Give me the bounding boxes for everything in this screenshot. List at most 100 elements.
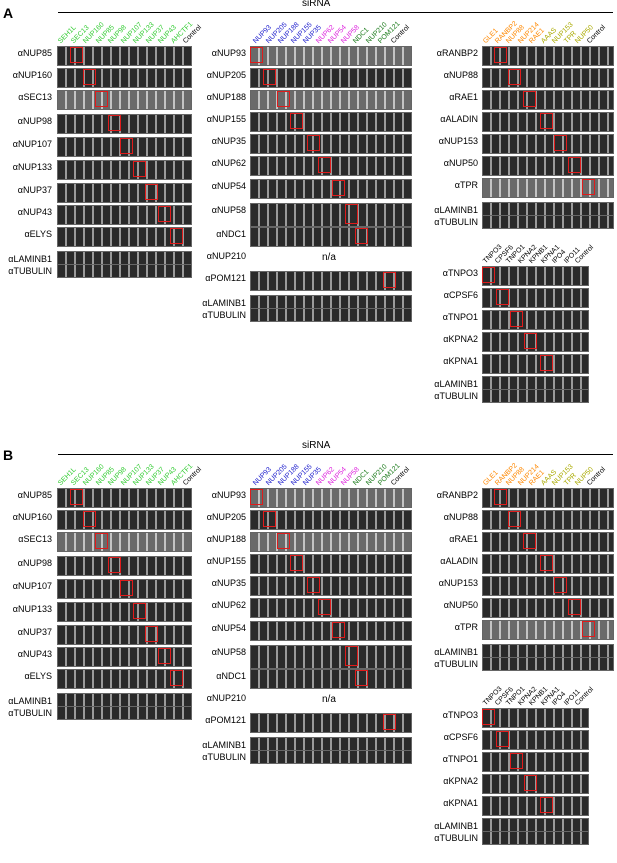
- blot-strip: [250, 645, 412, 669]
- highlight-box: [170, 670, 183, 686]
- blot-strip: [482, 510, 614, 530]
- antibody-label: αNUP93: [211, 48, 246, 58]
- highlight-box: [510, 311, 523, 327]
- antibody-label: αTUBULIN: [434, 833, 478, 843]
- blot-strip: [250, 179, 412, 199]
- blot-strip: [57, 510, 192, 530]
- sirna-label: siRNA: [302, 440, 331, 451]
- blot-strip: [250, 227, 412, 247]
- highlight-box: [145, 184, 158, 200]
- highlight-box: [383, 714, 396, 730]
- highlight-box: [523, 533, 536, 549]
- highlight-box: [582, 621, 595, 637]
- antibody-label: αSEC13: [18, 92, 52, 102]
- highlight-box: [133, 161, 146, 177]
- highlight-box: [170, 228, 183, 244]
- antibody-label: αRAE1: [449, 92, 478, 102]
- highlight-box: [345, 646, 358, 666]
- highlight-box: [95, 533, 108, 549]
- highlight-box: [70, 489, 83, 505]
- highlight-box: [263, 511, 276, 527]
- highlight-box: [307, 135, 320, 151]
- highlight-box: [524, 333, 537, 349]
- blot-strip: [482, 156, 614, 176]
- antibody-label: αNUP188: [206, 92, 246, 102]
- antibody-label: αLAMINB1: [434, 647, 478, 657]
- highlight-box: [482, 267, 495, 283]
- blot-strip: [57, 264, 192, 278]
- panel-letter: A: [3, 5, 14, 21]
- antibody-label: αNUP35: [211, 136, 246, 146]
- blot-strip: [57, 602, 192, 622]
- blot-strip: [57, 46, 192, 66]
- blot-strip: [250, 532, 412, 552]
- antibody-label: αLAMINB1: [434, 205, 478, 215]
- blot-strip: [482, 752, 589, 772]
- blot-strip: [250, 750, 412, 764]
- antibody-label: αCPSF6: [443, 290, 478, 300]
- antibody-label: αTUBULIN: [434, 391, 478, 401]
- blot-strip: [250, 621, 412, 641]
- antibody-label: αNUP107: [12, 139, 52, 149]
- blot-strip: [482, 266, 589, 286]
- blot-strip: [482, 215, 614, 229]
- highlight-box: [108, 115, 121, 131]
- antibody-label: αNUP98: [17, 116, 52, 126]
- antibody-label: αELYS: [24, 229, 52, 239]
- highlight-box: [496, 731, 509, 747]
- antibody-label: αNUP62: [211, 158, 246, 168]
- antibody-label: αCPSF6: [443, 732, 478, 742]
- blot-strip: [250, 576, 412, 596]
- antibody-label: αNUP155: [206, 556, 246, 566]
- antibody-label: αNDC1: [216, 671, 246, 681]
- antibody-label: αNUP54: [211, 623, 246, 633]
- blot-strip: [482, 46, 614, 66]
- antibody-label: αTNPO1: [442, 312, 478, 322]
- blot-strip: [482, 68, 614, 88]
- antibody-label: αTNPO3: [442, 268, 478, 278]
- highlight-box: [290, 113, 303, 129]
- antibody-label: αNUP107: [12, 581, 52, 591]
- highlight-box: [482, 709, 495, 725]
- highlight-box: [523, 91, 536, 107]
- blot-strip: [482, 532, 614, 552]
- antibody-label: αNUP210: [206, 251, 246, 261]
- blot-strip: [250, 308, 412, 322]
- blot-strip: [250, 203, 412, 227]
- highlight-box: [307, 577, 320, 593]
- highlight-box: [524, 775, 537, 791]
- highlight-box: [554, 135, 567, 151]
- antibody-label: αNUP43: [17, 649, 52, 659]
- antibody-label: αRANBP2: [436, 490, 478, 500]
- antibody-label: αNUP205: [206, 512, 246, 522]
- blot-strip: [482, 389, 589, 403]
- antibody-label: αTPR: [454, 180, 478, 190]
- antibody-label: αNUP50: [443, 158, 478, 168]
- highlight-box: [250, 489, 263, 505]
- blot-strip: [250, 134, 412, 154]
- highlight-box: [508, 511, 521, 527]
- blot-strip: [482, 354, 589, 374]
- blot-strip: [482, 657, 614, 671]
- antibody-label: αNUP85: [17, 490, 52, 500]
- antibody-label: αNUP88: [443, 70, 478, 80]
- blot-strip: [482, 576, 614, 596]
- blot-strip: [57, 90, 192, 110]
- blot-strip: [482, 774, 589, 794]
- blot-strip: [482, 831, 589, 845]
- blot-strip: [482, 818, 589, 832]
- antibody-label: αNUP153: [438, 136, 478, 146]
- antibody-label: αTUBULIN: [202, 310, 246, 320]
- blot-strip: [482, 620, 614, 640]
- antibody-label: αSEC13: [18, 534, 52, 544]
- antibody-label: αALADIN: [440, 114, 478, 124]
- antibody-label: αNUP85: [17, 48, 52, 58]
- blot-strip: [482, 310, 589, 330]
- highlight-box: [318, 157, 331, 173]
- highlight-box: [494, 489, 507, 505]
- antibody-label: αNUP155: [206, 114, 246, 124]
- blot-strip: [482, 332, 589, 352]
- highlight-box: [582, 179, 595, 195]
- blot-strip: [57, 625, 192, 645]
- antibody-label: αPOM121: [205, 715, 246, 725]
